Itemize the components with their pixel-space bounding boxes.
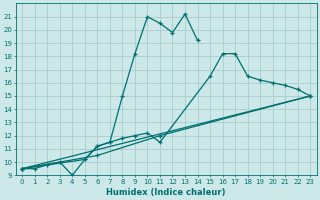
- X-axis label: Humidex (Indice chaleur): Humidex (Indice chaleur): [107, 188, 226, 197]
